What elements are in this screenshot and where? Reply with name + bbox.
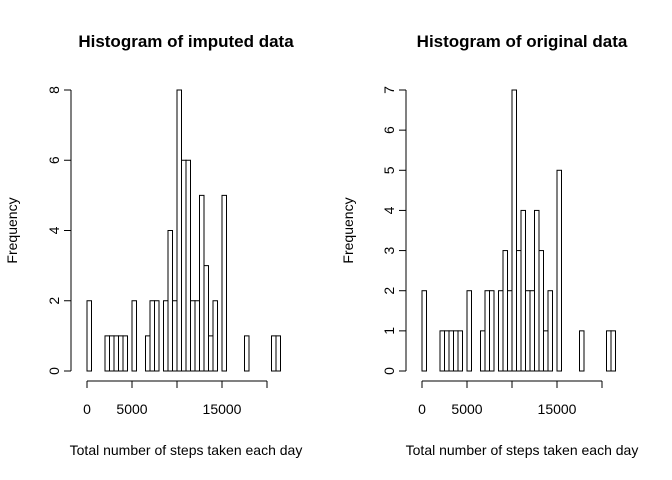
histogram-bar	[520, 209, 526, 372]
y-tick-label: 4	[46, 226, 62, 234]
x-tick-label: 15000	[538, 401, 577, 417]
histogram-bar	[118, 335, 124, 372]
histogram-bar	[538, 250, 544, 372]
histogram-bar	[525, 290, 531, 372]
y-tick-label: 6	[381, 126, 397, 134]
histogram-bar	[275, 335, 281, 372]
histogram-bar	[86, 300, 92, 372]
y-tick-label: 6	[46, 156, 62, 164]
histogram-bar	[534, 209, 540, 372]
original-data-histogram-panel: Histogram of original data 0 1 2 3 4 5 6 7 0 5000 1…	[340, 32, 638, 458]
histogram-bar	[444, 330, 450, 372]
histogram-bar	[453, 330, 459, 372]
histogram-bar	[606, 330, 612, 372]
x-tick-label: 0	[418, 401, 426, 417]
histogram-bar	[448, 330, 454, 372]
y-tick-label: 0	[381, 367, 397, 375]
chart-title: Histogram of original data	[417, 32, 628, 51]
y-axis-label: Frequency	[4, 197, 20, 263]
histogram-bar	[104, 335, 110, 372]
histogram-bar	[529, 290, 535, 372]
chart-title: Histogram of imputed data	[78, 32, 294, 51]
y-tick-label: 8	[46, 86, 62, 94]
histogram-bar	[203, 265, 209, 372]
histogram-bar	[466, 290, 472, 372]
histogram-bar	[212, 300, 218, 372]
x-axis-label: Total number of steps taken each day	[406, 442, 639, 458]
histogram-bar	[271, 335, 277, 372]
histogram-bar	[199, 194, 205, 372]
histogram-bar	[176, 89, 182, 372]
histogram-bar	[498, 290, 504, 372]
y-tick-label: 4	[381, 206, 397, 214]
histogram-bar	[113, 335, 119, 372]
histogram-bar	[421, 290, 427, 372]
histogram-bar	[484, 290, 490, 372]
histogram-bar	[507, 290, 513, 372]
y-tick-label: 3	[381, 246, 397, 254]
histogram-bar	[516, 250, 522, 372]
y-axis-label: Frequency	[340, 197, 356, 263]
histogram-bar	[163, 300, 169, 372]
y-tick-label: 5	[381, 166, 397, 174]
histogram-bar	[145, 335, 151, 372]
x-tick-label: 15000	[203, 401, 242, 417]
histogram-bar	[543, 330, 549, 372]
histogram-bar	[457, 330, 463, 372]
histogram-bar	[221, 194, 227, 372]
histogram-bar	[185, 159, 191, 372]
histogram-bar	[439, 330, 445, 372]
y-tick-label: 2	[381, 287, 397, 295]
x-tick-label: 0	[83, 401, 91, 417]
histogram-bar	[244, 335, 250, 372]
y-tick-label: 0	[46, 367, 62, 375]
histogram-bar	[502, 250, 508, 372]
imputed-data-histogram-panel: Histogram of imputed data 0 2 4 6 8 0 5000 15000…	[4, 32, 302, 458]
histogram-bar	[547, 290, 553, 372]
x-tick-label: 5000	[116, 401, 147, 417]
histogram-bar	[167, 230, 173, 372]
histogram-bar	[131, 300, 137, 372]
histogram-bar	[109, 335, 115, 372]
histogram-bar	[181, 159, 187, 372]
y-tick-label: 7	[381, 86, 397, 94]
x-axis-label: Total number of steps taken each day	[70, 442, 303, 458]
histogram-bar	[489, 290, 495, 372]
histogram-bar	[154, 300, 160, 372]
histogram-bar	[172, 300, 178, 372]
histogram-bar	[208, 335, 214, 372]
histogram-bar	[194, 300, 200, 372]
histogram-bar	[122, 335, 128, 372]
histogram-bar	[511, 89, 517, 372]
x-tick-label: 5000	[451, 401, 482, 417]
histogram-bar	[556, 169, 562, 372]
histogram-bar	[480, 330, 486, 372]
histogram-bar	[149, 300, 155, 372]
histogram-bar	[610, 330, 616, 372]
histogram-bar	[190, 300, 196, 372]
histogram-bar	[579, 330, 585, 372]
y-tick-label: 2	[46, 297, 62, 305]
y-tick-label: 1	[381, 327, 397, 335]
